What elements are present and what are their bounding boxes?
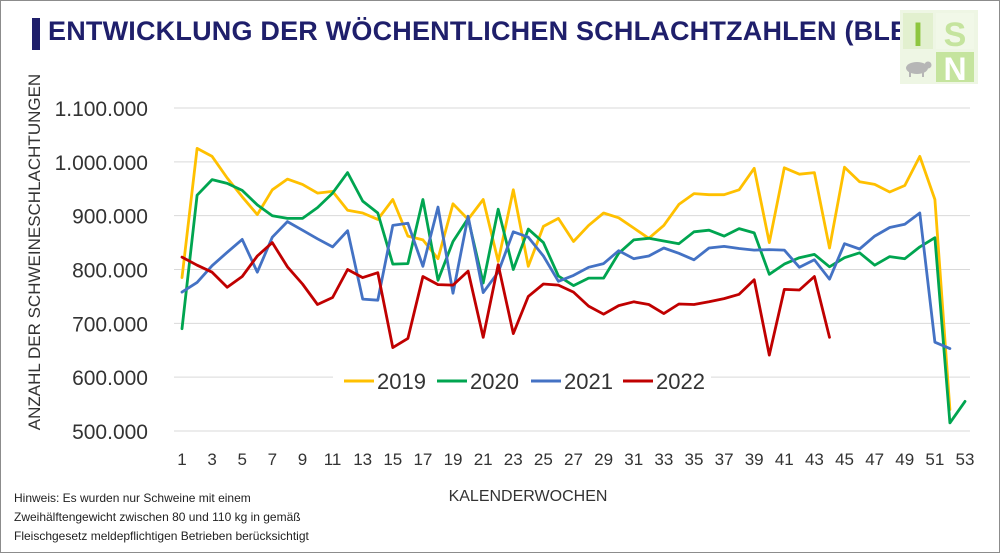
x-tick-label: 3 [207, 450, 216, 469]
x-tick-label: 5 [237, 450, 246, 469]
chart-title: ENTWICKLUNG DER WÖCHENTLICHEN SCHLACHTZA… [48, 16, 918, 46]
y-tick-label: 500.000 [72, 421, 148, 444]
x-tick-label: 13 [353, 450, 372, 469]
series-line-2019 [180, 146, 952, 411]
legend: 2019 2020 2021 2022 [333, 363, 711, 399]
y-tick-label: 800.000 [72, 260, 148, 283]
title-accent-bar [32, 18, 40, 50]
x-tick-label: 1 [177, 450, 186, 469]
legend-label: 2019 [377, 369, 426, 394]
x-tick-label: 25 [534, 450, 553, 469]
y-tick-label: 600.000 [72, 367, 148, 390]
x-tick-label: 31 [624, 450, 643, 469]
x-tick-label: 43 [805, 450, 824, 469]
x-tick-label: 9 [298, 450, 307, 469]
series-line-2022 [180, 241, 831, 357]
isn-logo: I S N [900, 10, 978, 84]
legend-label: 2022 [656, 369, 705, 394]
x-tick-label: 17 [413, 450, 432, 469]
x-tick-label: 33 [654, 450, 673, 469]
x-tick-label: 49 [895, 450, 914, 469]
x-tick-label: 53 [956, 450, 975, 469]
y-axis-ticks: 500.000 600.000 700.000 800.000 900.000 1.000… [55, 98, 148, 444]
x-tick-label: 19 [444, 450, 463, 469]
logo-letter-n: N [943, 51, 966, 84]
footnote-line: Fleischgesetz meldepflichtigen Betrieben… [14, 529, 309, 543]
legend-label: 2020 [470, 369, 519, 394]
series-line-2020 [180, 171, 967, 425]
x-tick-label: 45 [835, 450, 854, 469]
x-tick-label: 7 [268, 450, 277, 469]
x-tick-label: 23 [504, 450, 523, 469]
y-tick-label: 900.000 [72, 206, 148, 229]
footnote-line: Hinweis: Es wurden nur Schweine mit eine… [14, 491, 251, 505]
series-lines [180, 146, 967, 425]
pig-icon [906, 61, 932, 77]
x-tick-label: 37 [715, 450, 734, 469]
logo-letter-s: S [944, 16, 967, 54]
x-axis-label: KALENDERWOCHEN [449, 488, 608, 505]
y-tick-label: 1.000.000 [55, 152, 148, 175]
y-tick-label: 700.000 [72, 313, 148, 336]
footnote: Hinweis: Es wurden nur Schweine mit eine… [14, 489, 374, 546]
series-line-2021 [180, 205, 952, 351]
x-tick-label: 15 [383, 450, 402, 469]
x-tick-label: 11 [324, 450, 342, 469]
logo-letter-i: I [913, 16, 922, 54]
x-tick-label: 47 [865, 450, 884, 469]
x-tick-label: 27 [564, 450, 583, 469]
x-tick-label: 21 [474, 450, 493, 469]
x-tick-label: 29 [594, 450, 613, 469]
y-tick-label: 1.100.000 [55, 98, 148, 121]
x-tick-label: 39 [745, 450, 764, 469]
x-tick-label: 51 [925, 450, 944, 469]
footnote-line: Zweihälftengewicht zwischen 80 und 110 k… [14, 510, 301, 524]
x-tick-label: 41 [775, 450, 794, 469]
x-tick-label: 35 [685, 450, 704, 469]
legend-label: 2021 [564, 369, 613, 394]
x-axis-ticks: 1 3 5 7 9 11 13 15 17 19 21 23 25 27 29 31 33 35 37 39 41 43 4… [177, 450, 974, 469]
y-axis-label: ANZAHL DER SCHWEINESCHLACHTUNGEN [25, 74, 44, 430]
